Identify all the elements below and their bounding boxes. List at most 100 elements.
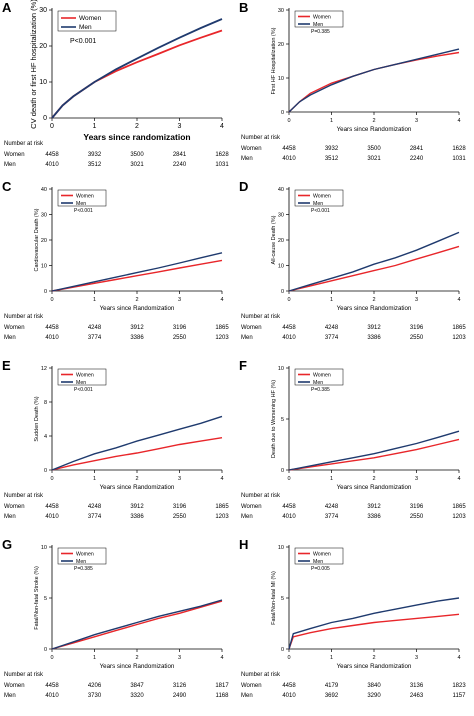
x-tick-label: 3 [178,123,182,130]
risk-value: 2841 [410,146,424,152]
panel-b: B 0 10 20 30 0 1 2 3 4 Years since Randomization F… [237,0,474,179]
risk-row-label: Women [4,325,25,331]
y-tick-label: 5 [281,417,284,423]
x-tick-label: 0 [287,118,290,124]
chart-svg-b: 0 10 20 30 0 1 2 3 4 Years since Randomization Fir… [241,8,466,162]
series-line-women [288,51,460,113]
y-axis-title: First HF Hospitalization (%) [271,27,277,94]
x-axis-title: Years since Randomization [100,484,175,491]
y-axis-title: CV death or first HF hospitalization (%) [29,0,38,129]
y-tick-label: 0 [281,289,284,295]
series-line-men [288,48,460,113]
legend-label: Men [313,380,323,386]
risk-value: 3912 [130,504,144,510]
panel-g: G 0 5 10 0 1 2 3 4 Years since Randomization Fata… [0,537,237,716]
risk-value: 3512 [325,156,339,162]
y-tick-label: 30 [39,7,47,14]
legend-label: Women [313,373,331,379]
x-tick-label: 1 [93,297,96,303]
risk-value: 2490 [173,693,187,699]
risk-value: 4010 [282,156,296,162]
y-axis-title: Death due to Worsening HF (%) [271,380,277,458]
chart-svg-c: 0 10 20 30 40 0 1 2 3 4 Years since Randomization C… [4,187,229,341]
risk-value: 4458 [45,683,59,689]
legend-box [57,368,107,386]
y-tick-label: 30 [278,213,284,219]
y-axis-title: Sudden Death (%) [34,396,40,441]
p-value: P<0.001 [70,38,96,45]
y-axis-title: Fatal/Non-fatal Stroke (%) [34,566,40,630]
legend-label: Men [76,559,86,565]
p-value: P<0.001 [74,208,93,214]
x-tick-label: 0 [287,297,290,303]
legend-label: Women [313,15,331,21]
risk-value: 3386 [367,335,381,341]
risk-value: 1865 [452,325,466,331]
risk-value: 4458 [282,683,296,689]
legend-label: Women [313,552,331,558]
risk-value: 4248 [88,325,102,331]
risk-value: 4010 [45,693,59,699]
y-tick-label: 10 [278,366,284,372]
risk-value: 4458 [282,146,296,152]
legend-box [57,189,107,207]
risk-value: 4458 [282,325,296,331]
risk-value: 3290 [367,693,381,699]
y-tick-label: 10 [278,545,284,551]
x-tick-label: 4 [457,118,460,124]
risk-row-label: Women [4,683,25,689]
panel-letter: B [239,0,249,15]
risk-value: 1168 [216,693,230,699]
x-tick-label: 0 [50,297,53,303]
risk-row-label: Women [241,683,262,689]
x-tick-label: 1 [93,123,97,130]
risk-value: 3774 [88,335,102,341]
risk-title: Number at risk [241,672,281,678]
y-tick-label: 10 [41,545,47,551]
panel-a: A 0 10 20 30 0 1 2 3 4 Years since randomization C… [0,0,237,179]
series-line-women [51,259,223,292]
y-tick-label: 10 [41,264,47,270]
panel-letter: A [2,0,12,15]
x-axis-title: Years since Randomization [337,663,412,670]
panel-letter: C [2,179,12,194]
risk-value: 3196 [410,325,424,331]
risk-row-label: Women [241,325,262,331]
x-tick-label: 1 [93,655,96,661]
x-tick-label: 4 [220,297,223,303]
series-line-men [51,252,223,292]
risk-row-label: Men [241,335,253,341]
legend-box [294,189,344,207]
risk-value: 1203 [215,514,229,520]
risk-value: 4010 [282,335,296,341]
panel-letter: H [239,537,249,552]
x-tick-label: 2 [135,297,138,303]
risk-value: 3730 [88,693,102,699]
risk-value: 3021 [367,156,381,162]
risk-value: 4010 [282,693,296,699]
x-tick-label: 1 [330,118,333,124]
p-value: P<0.001 [74,387,93,393]
x-tick-label: 3 [415,118,418,124]
risk-value: 2550 [173,335,187,341]
x-tick-label: 4 [457,655,460,661]
risk-value: 3774 [325,514,339,520]
legend-box [57,10,117,32]
risk-value: 3774 [88,514,102,520]
legend-label: Women [79,15,102,22]
risk-title: Number at risk [241,493,281,499]
y-axis-title: All-cause Death (%) [271,215,277,264]
legend-box [57,547,107,565]
risk-row-label: Men [241,156,253,162]
y-tick-label: 20 [41,238,47,244]
risk-value: 3021 [130,162,144,168]
risk-value: 3912 [367,325,381,331]
risk-value: 1865 [215,325,229,331]
risk-value: 2841 [173,152,187,158]
x-tick-label: 0 [50,655,53,661]
x-tick-label: 1 [330,655,333,661]
p-value: P=0.385 [74,566,93,572]
y-tick-label: 20 [278,238,284,244]
risk-value: 3386 [130,514,144,520]
risk-value: 4010 [45,335,59,341]
